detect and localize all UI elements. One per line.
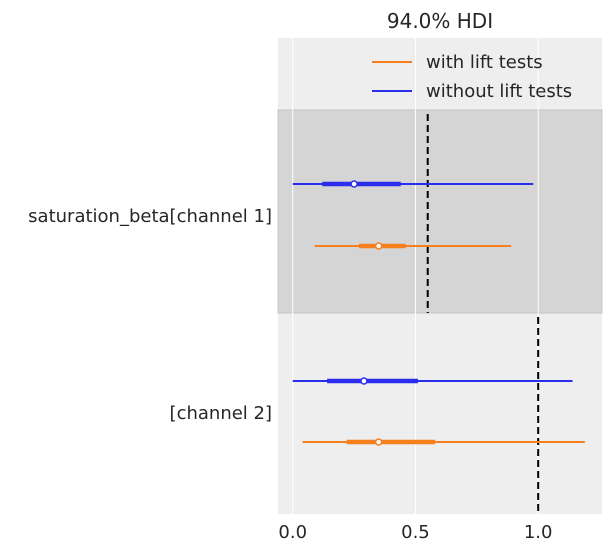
x-tick-label: 1.0 xyxy=(524,522,553,543)
point-estimate xyxy=(350,180,358,188)
point-estimate xyxy=(360,377,368,385)
legend-label: without lift tests xyxy=(426,81,572,102)
highlight-band xyxy=(277,109,603,314)
point-estimate xyxy=(374,242,383,250)
y-tick-label: saturation_beta[channel 1] xyxy=(28,206,272,227)
point-estimate xyxy=(374,438,383,446)
x-tick-label: 0.0 xyxy=(278,522,307,543)
x-tick-label: 0.5 xyxy=(401,522,430,543)
legend: with lift tests without lift tests xyxy=(372,52,572,102)
chart-title: 94.0% HDI xyxy=(387,9,493,33)
y-tick-label: [channel 2] xyxy=(170,403,272,424)
legend-label: with lift tests xyxy=(426,52,543,73)
